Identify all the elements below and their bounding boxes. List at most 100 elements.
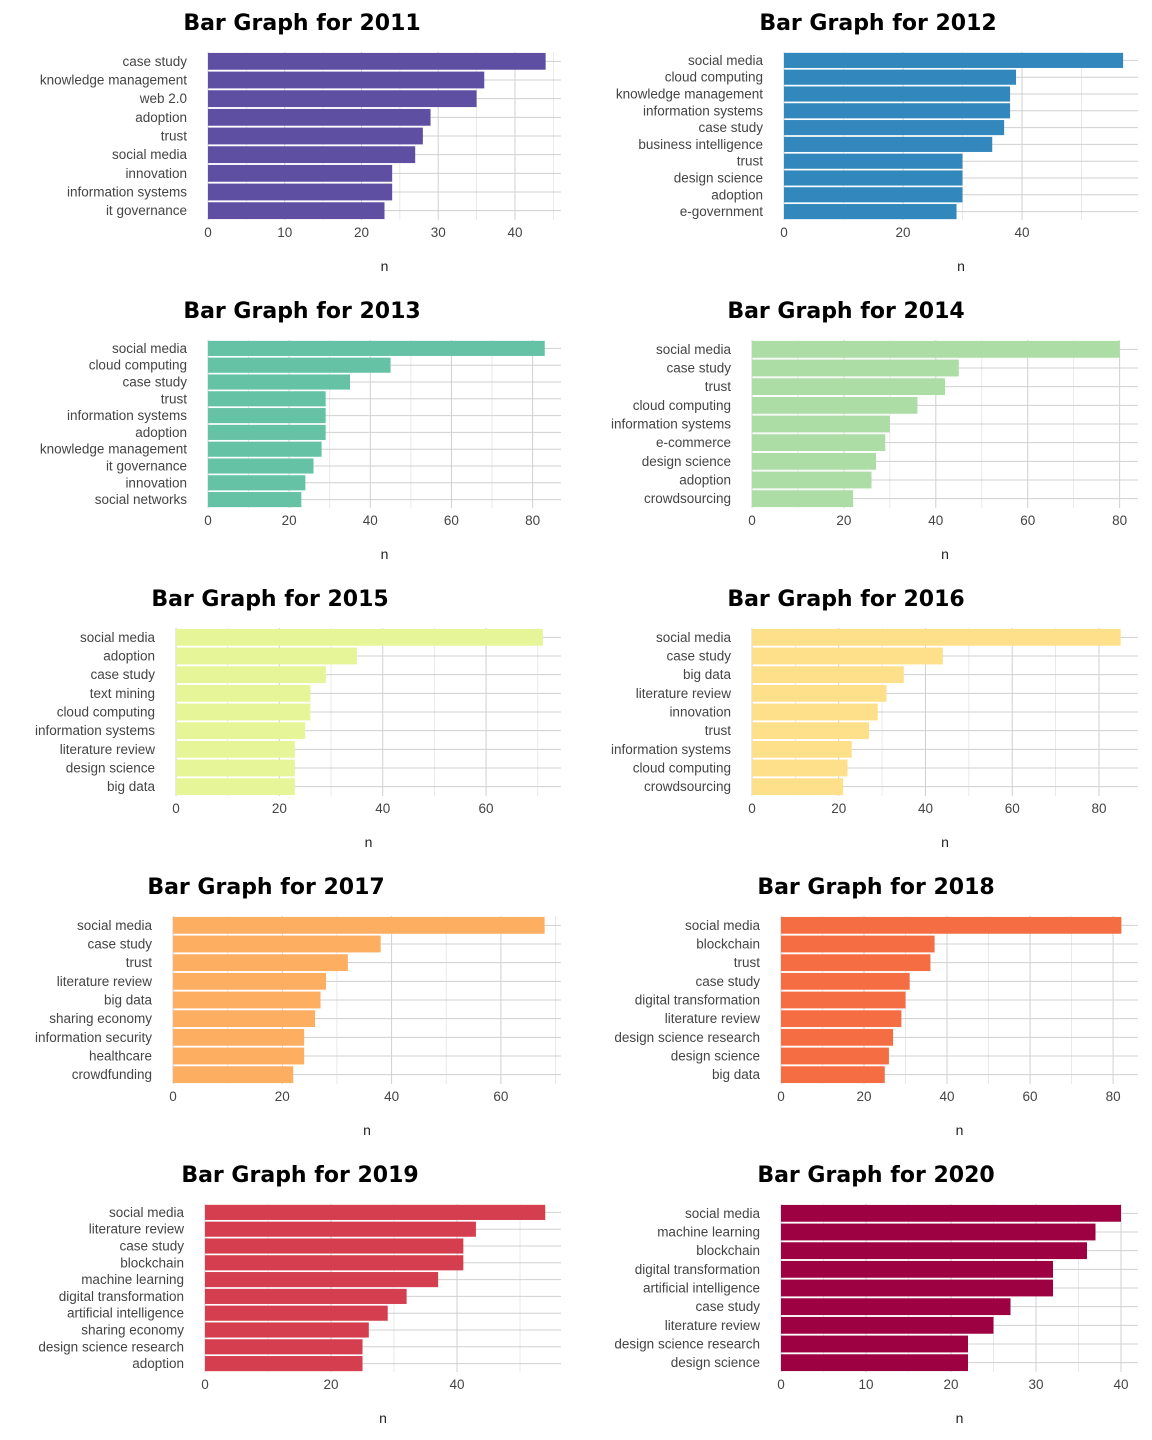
bar bbox=[173, 935, 381, 953]
x-tick-label: 20 bbox=[895, 225, 910, 240]
category-label: big data bbox=[712, 1067, 761, 1082]
x-tick-label: 0 bbox=[169, 1089, 177, 1104]
bar bbox=[208, 374, 351, 390]
bar bbox=[176, 666, 326, 684]
category-label: social media bbox=[685, 918, 761, 933]
category-label: trust bbox=[734, 955, 761, 970]
category-label: design science research bbox=[38, 1339, 184, 1354]
category-label: innovation bbox=[669, 705, 731, 720]
category-label: case study bbox=[698, 120, 763, 135]
bar-chart-6: social media case study trust literature re… bbox=[35, 875, 561, 1138]
category-label: literature review bbox=[665, 1011, 761, 1026]
category-label: literature review bbox=[60, 742, 156, 757]
bar bbox=[752, 396, 918, 414]
bar bbox=[208, 146, 416, 164]
category-label: crowdfunding bbox=[72, 1067, 152, 1082]
x-tick-label: 80 bbox=[525, 513, 540, 528]
bar bbox=[781, 991, 906, 1009]
x-tick-label: 60 bbox=[1020, 513, 1035, 528]
bar bbox=[784, 170, 963, 186]
category-label: social media bbox=[656, 630, 732, 645]
bar bbox=[781, 1354, 968, 1372]
x-tick-label: 60 bbox=[1023, 1089, 1038, 1104]
category-label: big data bbox=[683, 667, 732, 682]
category-label: e-commerce bbox=[656, 435, 731, 450]
bar bbox=[173, 1010, 316, 1028]
category-label: cloud computing bbox=[665, 70, 763, 85]
category-label: adoption bbox=[103, 649, 155, 664]
bar bbox=[752, 703, 878, 721]
chart-title: Bar Graph for 2019 bbox=[181, 1163, 418, 1188]
bar bbox=[781, 1047, 889, 1065]
category-label: social media bbox=[685, 1206, 761, 1221]
category-label: social media bbox=[80, 630, 156, 645]
bar bbox=[205, 1238, 464, 1254]
bar-chart-0: case study knowledge management web 2.0 ado… bbox=[40, 11, 561, 274]
bar bbox=[176, 740, 295, 758]
category-label: trust bbox=[705, 723, 732, 738]
bar bbox=[784, 153, 963, 169]
category-label: crowdsourcing bbox=[644, 491, 731, 506]
category-label: sharing economy bbox=[49, 1011, 152, 1026]
category-label: case study bbox=[87, 937, 152, 952]
x-tick-label: 40 bbox=[940, 1089, 955, 1104]
x-tick-label: 40 bbox=[375, 801, 390, 816]
bar bbox=[208, 127, 423, 145]
bar bbox=[752, 490, 854, 508]
category-label: blockchain bbox=[696, 1243, 760, 1258]
bar bbox=[208, 391, 326, 407]
category-label: artificial intelligence bbox=[67, 1306, 184, 1321]
category-label: business intelligence bbox=[638, 137, 763, 152]
category-label: case study bbox=[90, 667, 155, 682]
bar bbox=[205, 1322, 369, 1338]
bar-chart-5: social media case study big data literature… bbox=[611, 587, 1138, 850]
bar bbox=[205, 1255, 464, 1271]
chart-title: Bar Graph for 2012 bbox=[759, 11, 996, 36]
bar bbox=[173, 1028, 305, 1046]
category-label: blockchain bbox=[696, 937, 760, 952]
bar bbox=[205, 1339, 363, 1355]
bar bbox=[176, 684, 311, 702]
bar bbox=[781, 972, 910, 990]
category-label: crowdsourcing bbox=[644, 779, 731, 794]
category-label: social media bbox=[112, 341, 188, 356]
x-tick-label: 20 bbox=[282, 513, 297, 528]
bar bbox=[176, 703, 311, 721]
chart-title: Bar Graph for 2018 bbox=[757, 875, 994, 900]
category-label: digital transformation bbox=[635, 993, 760, 1008]
x-tick-label: 40 bbox=[507, 225, 522, 240]
x-tick-label: 40 bbox=[928, 513, 943, 528]
category-label: trust bbox=[705, 379, 732, 394]
bar bbox=[208, 202, 385, 220]
category-label: trust bbox=[161, 129, 188, 144]
bar bbox=[781, 935, 935, 953]
chart-title: Bar Graph for 2017 bbox=[147, 875, 384, 900]
category-label: web 2.0 bbox=[139, 91, 187, 106]
bar-chart-7: social media blockchain trust case study dig… bbox=[614, 875, 1138, 1138]
bar bbox=[781, 1028, 894, 1046]
category-label: information systems bbox=[611, 417, 731, 432]
category-label: trust bbox=[737, 154, 764, 169]
category-label: design science bbox=[671, 1355, 760, 1370]
x-tick-label: 10 bbox=[858, 1377, 873, 1392]
bar bbox=[173, 954, 348, 972]
category-label: machine learning bbox=[81, 1272, 184, 1287]
category-label: cloud computing bbox=[57, 705, 155, 720]
category-label: social media bbox=[656, 342, 732, 357]
x-tick-label: 20 bbox=[831, 801, 846, 816]
x-tick-label: 80 bbox=[1091, 801, 1106, 816]
x-tick-label: 60 bbox=[1005, 801, 1020, 816]
category-label: case study bbox=[666, 361, 731, 376]
bar bbox=[781, 1279, 1053, 1297]
bar bbox=[781, 1260, 1053, 1278]
bar bbox=[781, 1335, 968, 1353]
bar bbox=[784, 120, 1005, 136]
category-label: information systems bbox=[67, 408, 187, 423]
bar bbox=[208, 408, 326, 424]
bar bbox=[781, 1242, 1087, 1260]
category-label: social media bbox=[112, 147, 188, 162]
bar bbox=[752, 722, 870, 740]
x-tick-label: 80 bbox=[1112, 513, 1127, 528]
category-label: text mining bbox=[90, 686, 155, 701]
x-tick-label: 20 bbox=[836, 513, 851, 528]
